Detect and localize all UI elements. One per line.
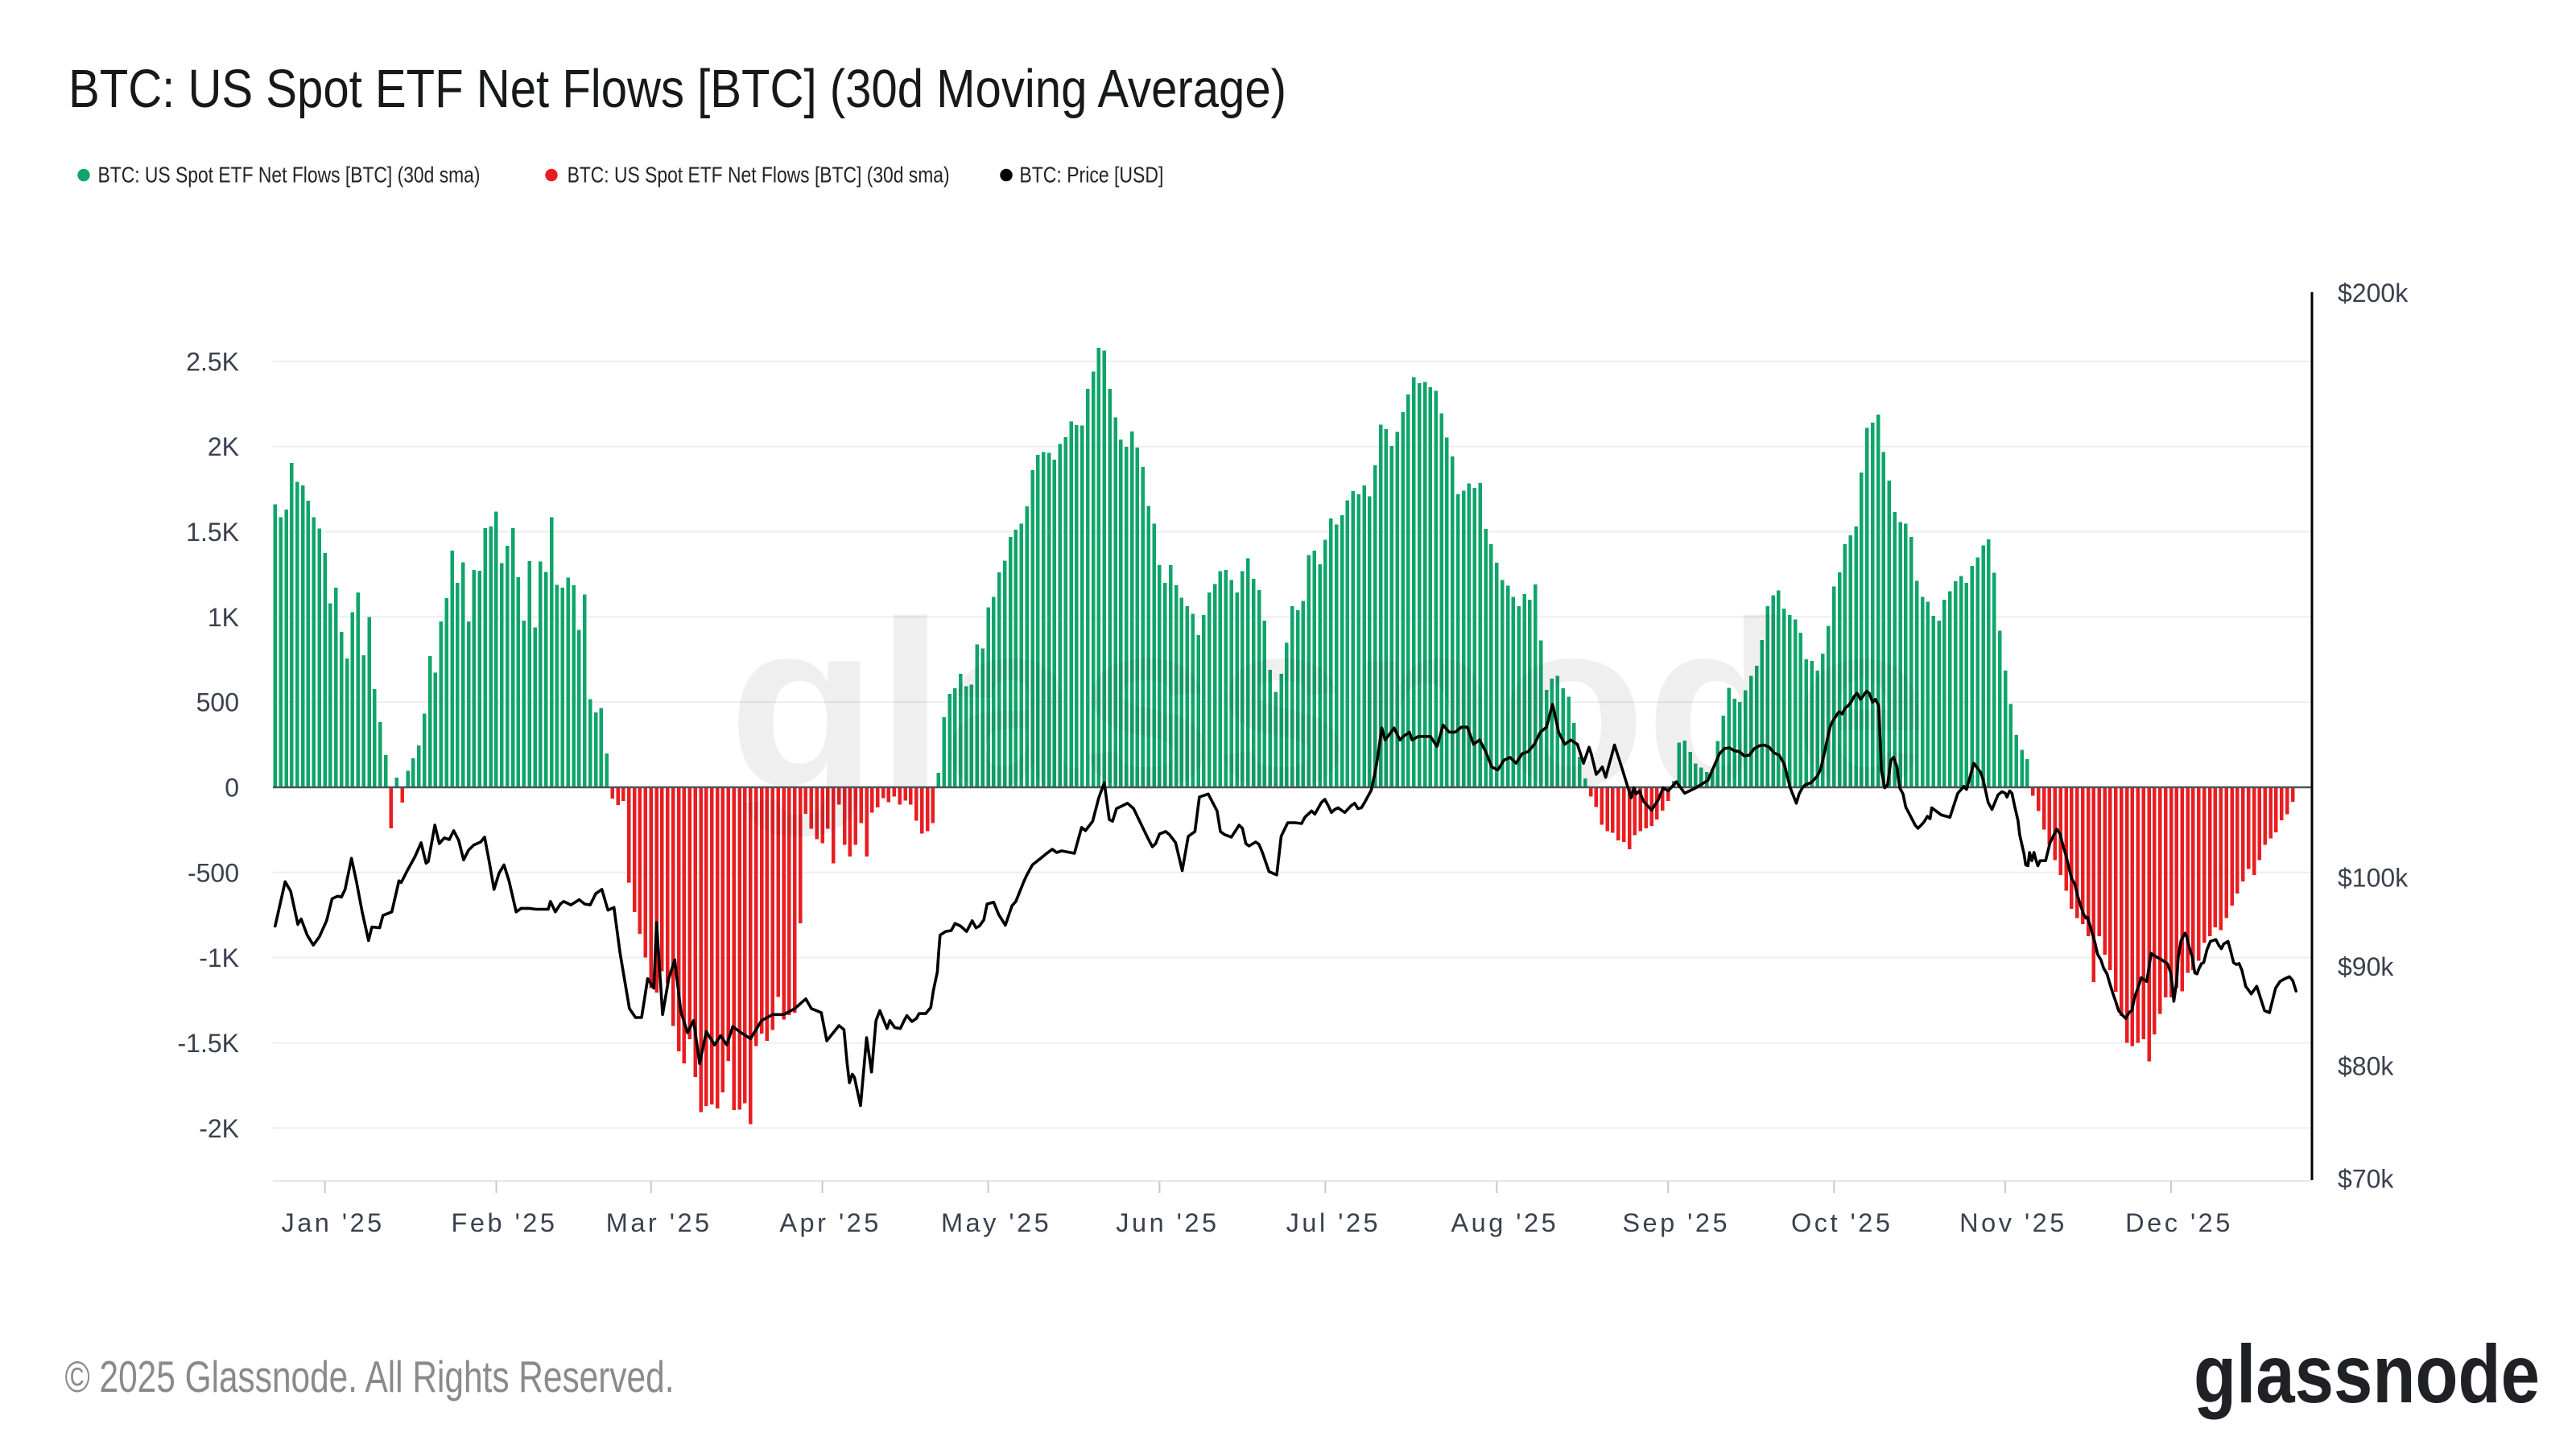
svg-text:May '25: May '25 [941,1208,1051,1237]
svg-text:Jan '25: Jan '25 [281,1208,384,1237]
svg-text:BTC: US Spot ETF Net Flows [BT: BTC: US Spot ETF Net Flows [BTC] (30d Mo… [68,59,1286,119]
svg-text:0: 0 [225,774,239,803]
svg-text:1.5K: 1.5K [186,518,239,547]
svg-text:Dec '25: Dec '25 [2125,1208,2233,1237]
svg-text:-1.5K: -1.5K [178,1029,239,1058]
svg-text:1K: 1K [208,603,239,632]
svg-text:2.5K: 2.5K [186,347,239,376]
svg-text:-2K: -2K [199,1114,239,1143]
svg-text:$200k: $200k [2338,279,2409,308]
svg-text:Jul '25: Jul '25 [1286,1208,1381,1237]
svg-text:Mar '25: Mar '25 [606,1208,712,1237]
svg-text:$80k: $80k [2338,1051,2394,1080]
svg-text:2K: 2K [208,432,239,461]
svg-text:Jun '25: Jun '25 [1116,1208,1219,1237]
svg-text:500: 500 [196,688,239,717]
svg-text:$70k: $70k [2338,1164,2394,1193]
svg-text:$100k: $100k [2338,864,2409,893]
svg-text:Aug '25: Aug '25 [1451,1208,1558,1237]
svg-text:BTC: US Spot ETF Net Flows [BT: BTC: US Spot ETF Net Flows [BTC] (30d sm… [98,163,481,188]
svg-text:$90k: $90k [2338,952,2394,981]
svg-text:Sep '25: Sep '25 [1622,1208,1730,1237]
svg-text:Nov '25: Nov '25 [1959,1208,2067,1237]
svg-text:BTC: Price [USD]: BTC: Price [USD] [1019,163,1163,188]
svg-text:Oct '25: Oct '25 [1791,1208,1893,1237]
svg-text:-500: -500 [188,858,239,887]
svg-text:Apr '25: Apr '25 [779,1208,881,1237]
svg-text:BTC: US Spot ETF Net Flows [BT: BTC: US Spot ETF Net Flows [BTC] (30d sm… [568,163,950,188]
svg-text:glassnode: glassnode [2194,1327,2540,1420]
svg-text:© 2025 Glassnode. All Rights R: © 2025 Glassnode. All Rights Reserved. [65,1352,675,1402]
svg-text:Feb '25: Feb '25 [452,1208,558,1237]
svg-text:glassnode: glassnode [729,572,1929,839]
svg-text:-1K: -1K [199,943,239,972]
